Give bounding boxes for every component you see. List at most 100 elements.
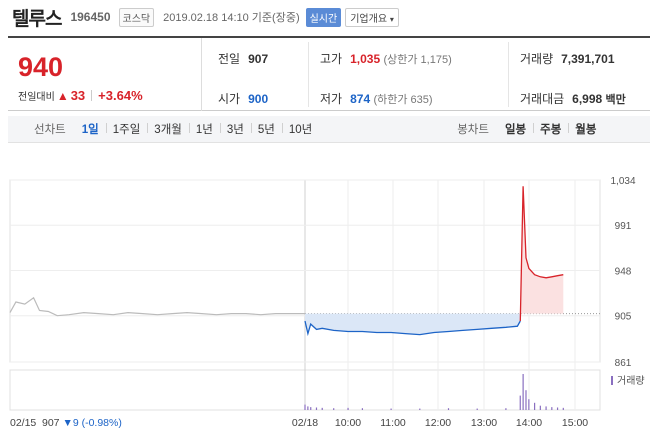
y-tick-label: 991 bbox=[615, 221, 632, 232]
stock-code: 196450 bbox=[70, 10, 111, 24]
low-cell: 저가 874 (하한가 635) bbox=[320, 90, 433, 107]
tab-1w[interactable]: 1주일 bbox=[105, 121, 148, 137]
market-badge: 코스닥 bbox=[118, 7, 155, 27]
realtime-button[interactable]: 실시간 bbox=[305, 7, 342, 27]
tab-weekly-candle[interactable]: 주봉 bbox=[533, 121, 568, 137]
volume-bar bbox=[528, 399, 530, 410]
y-tick-label: 948 bbox=[615, 266, 632, 277]
tab-1y[interactable]: 1년 bbox=[188, 121, 220, 137]
trade-value-cell: 거래대금 6,998 백만 bbox=[520, 90, 626, 107]
change-percent: +3.64% bbox=[98, 88, 143, 103]
line-chart-label: 선차트 bbox=[34, 124, 66, 136]
stock-name: 텔루스 bbox=[12, 8, 62, 30]
x-tick-label: 10:00 bbox=[335, 417, 361, 429]
volume-bar bbox=[307, 406, 309, 410]
volume-bar bbox=[522, 374, 524, 410]
trade-value: 6,998 bbox=[572, 92, 603, 106]
high-cell: 고가 1,035 (상한가 1,175) bbox=[320, 50, 452, 67]
intraday-price-chart: 1,034 991 948 905 861 거래량 02/15 02/18 10:00 11:00… bbox=[9, 176, 645, 429]
chevron-down-icon: ▾ bbox=[389, 14, 394, 24]
tab-10y[interactable]: 10년 bbox=[281, 121, 319, 137]
volume-bar bbox=[419, 408, 421, 410]
change-row: 전일대비 ▲ 33 +3.64% bbox=[18, 88, 143, 103]
volume-bar bbox=[476, 408, 478, 410]
volume-bar bbox=[347, 407, 349, 410]
low-value: 874 bbox=[350, 92, 371, 106]
volume-bar bbox=[505, 408, 507, 410]
up-triangle-icon: ▲ bbox=[56, 88, 69, 103]
candle-chart-label: 봉차트 bbox=[457, 124, 489, 136]
volume-bars bbox=[304, 374, 564, 410]
below-reference-fill bbox=[305, 313, 521, 335]
y-tick-label: 861 bbox=[615, 358, 632, 369]
lower-limit: (하한가 635) bbox=[373, 94, 433, 106]
x-tick-label: 13:00 bbox=[471, 417, 497, 429]
volume-legend-swatch bbox=[611, 376, 613, 385]
divider bbox=[91, 90, 93, 101]
volume-legend-label: 거래량 bbox=[617, 375, 645, 387]
above-reference-fill bbox=[520, 186, 564, 321]
x-tick-label: 15:00 bbox=[562, 417, 588, 429]
chart-period-tabs: 선차트 1일 1주일 3개월 1년 3년 5년 10년 봉차트 일봉 주봉 월봉 bbox=[8, 116, 650, 143]
volume-bar bbox=[321, 407, 323, 410]
chart-labels: 1,034 991 948 905 861 거래량 02/15 02/18 10:00 11:00… bbox=[10, 176, 645, 429]
prev-close-cell: 전일 907 bbox=[218, 50, 268, 67]
prev-close-label: 전일 bbox=[218, 52, 241, 66]
tab-1d[interactable]: 1일 bbox=[81, 124, 99, 136]
current-price: 940 bbox=[18, 52, 64, 82]
timestamp: 2019.02.18 14:10 기준(장중) bbox=[163, 12, 300, 24]
volume-value: 7,391,701 bbox=[561, 52, 615, 66]
open-label: 시가 bbox=[218, 92, 241, 106]
volume-bar bbox=[361, 408, 363, 410]
low-label: 저가 bbox=[320, 92, 343, 106]
x-tick-label: 11:00 bbox=[380, 417, 406, 429]
prev-day-summary: 907 ▼9 (-0.98%) bbox=[42, 417, 122, 429]
change-label: 전일대비 bbox=[18, 92, 55, 103]
high-value: 1,035 bbox=[350, 52, 381, 66]
upper-limit: (상한가 1,175) bbox=[383, 54, 452, 66]
high-label: 고가 bbox=[320, 52, 343, 66]
company-info-label: 기업개요 bbox=[350, 13, 388, 25]
volume-bar bbox=[304, 404, 306, 410]
stock-header: 텔루스 196450 코스닥 2019.02.18 14:10 기준(장중) 실… bbox=[0, 0, 650, 34]
volume-bar bbox=[545, 406, 547, 410]
prev-day-price-line bbox=[9, 296, 305, 317]
trade-value-unit: 백만 bbox=[605, 94, 626, 106]
tab-daily-candle[interactable]: 일봉 bbox=[504, 124, 527, 136]
volume-bar bbox=[562, 407, 564, 410]
quote-panel: 940 전일대비 ▲ 33 +3.64% 전일 907 고가 1,035 (상한가 … bbox=[8, 36, 650, 111]
volume-cell: 거래량 7,391,701 bbox=[520, 50, 615, 67]
volume-bar bbox=[310, 407, 312, 410]
tab-5y[interactable]: 5년 bbox=[250, 121, 282, 137]
volume-bar bbox=[447, 408, 450, 410]
tab-monthly-candle[interactable]: 월봉 bbox=[568, 121, 603, 137]
change-amount: 33 bbox=[70, 88, 86, 103]
volume-bar bbox=[539, 405, 541, 410]
company-info-button[interactable]: 기업개요 ▾ bbox=[345, 7, 399, 27]
tab-3m[interactable]: 3개월 bbox=[147, 121, 189, 137]
chart-plot bbox=[9, 186, 564, 337]
tab-3y[interactable]: 3년 bbox=[219, 121, 251, 137]
x-tick-label: 14:00 bbox=[516, 417, 542, 429]
volume-bar bbox=[525, 390, 527, 410]
chart-grid bbox=[9, 179, 601, 411]
x-tick-label: 12:00 bbox=[425, 417, 451, 429]
volume-bar bbox=[534, 402, 536, 410]
price-panel: 940 전일대비 ▲ 33 +3.64% bbox=[8, 38, 202, 111]
divider bbox=[508, 42, 509, 107]
today-price-line-up bbox=[519, 186, 564, 322]
volume-bar bbox=[315, 407, 318, 410]
volume-label: 거래량 bbox=[520, 52, 554, 66]
x-tick-label: 02/15 bbox=[10, 417, 36, 429]
volume-bar bbox=[556, 407, 559, 410]
y-tick-label: 1,034 bbox=[610, 176, 635, 187]
today-price-line-down bbox=[304, 320, 521, 337]
y-tick-label: 905 bbox=[615, 312, 632, 323]
volume-bar bbox=[519, 395, 521, 410]
open-cell: 시가 900 bbox=[218, 90, 268, 107]
volume-bar bbox=[551, 407, 553, 410]
divider bbox=[308, 42, 309, 107]
volume-bar bbox=[333, 408, 335, 410]
x-tick-label: 02/18 bbox=[292, 417, 318, 429]
prev-close-value: 907 bbox=[248, 52, 269, 66]
